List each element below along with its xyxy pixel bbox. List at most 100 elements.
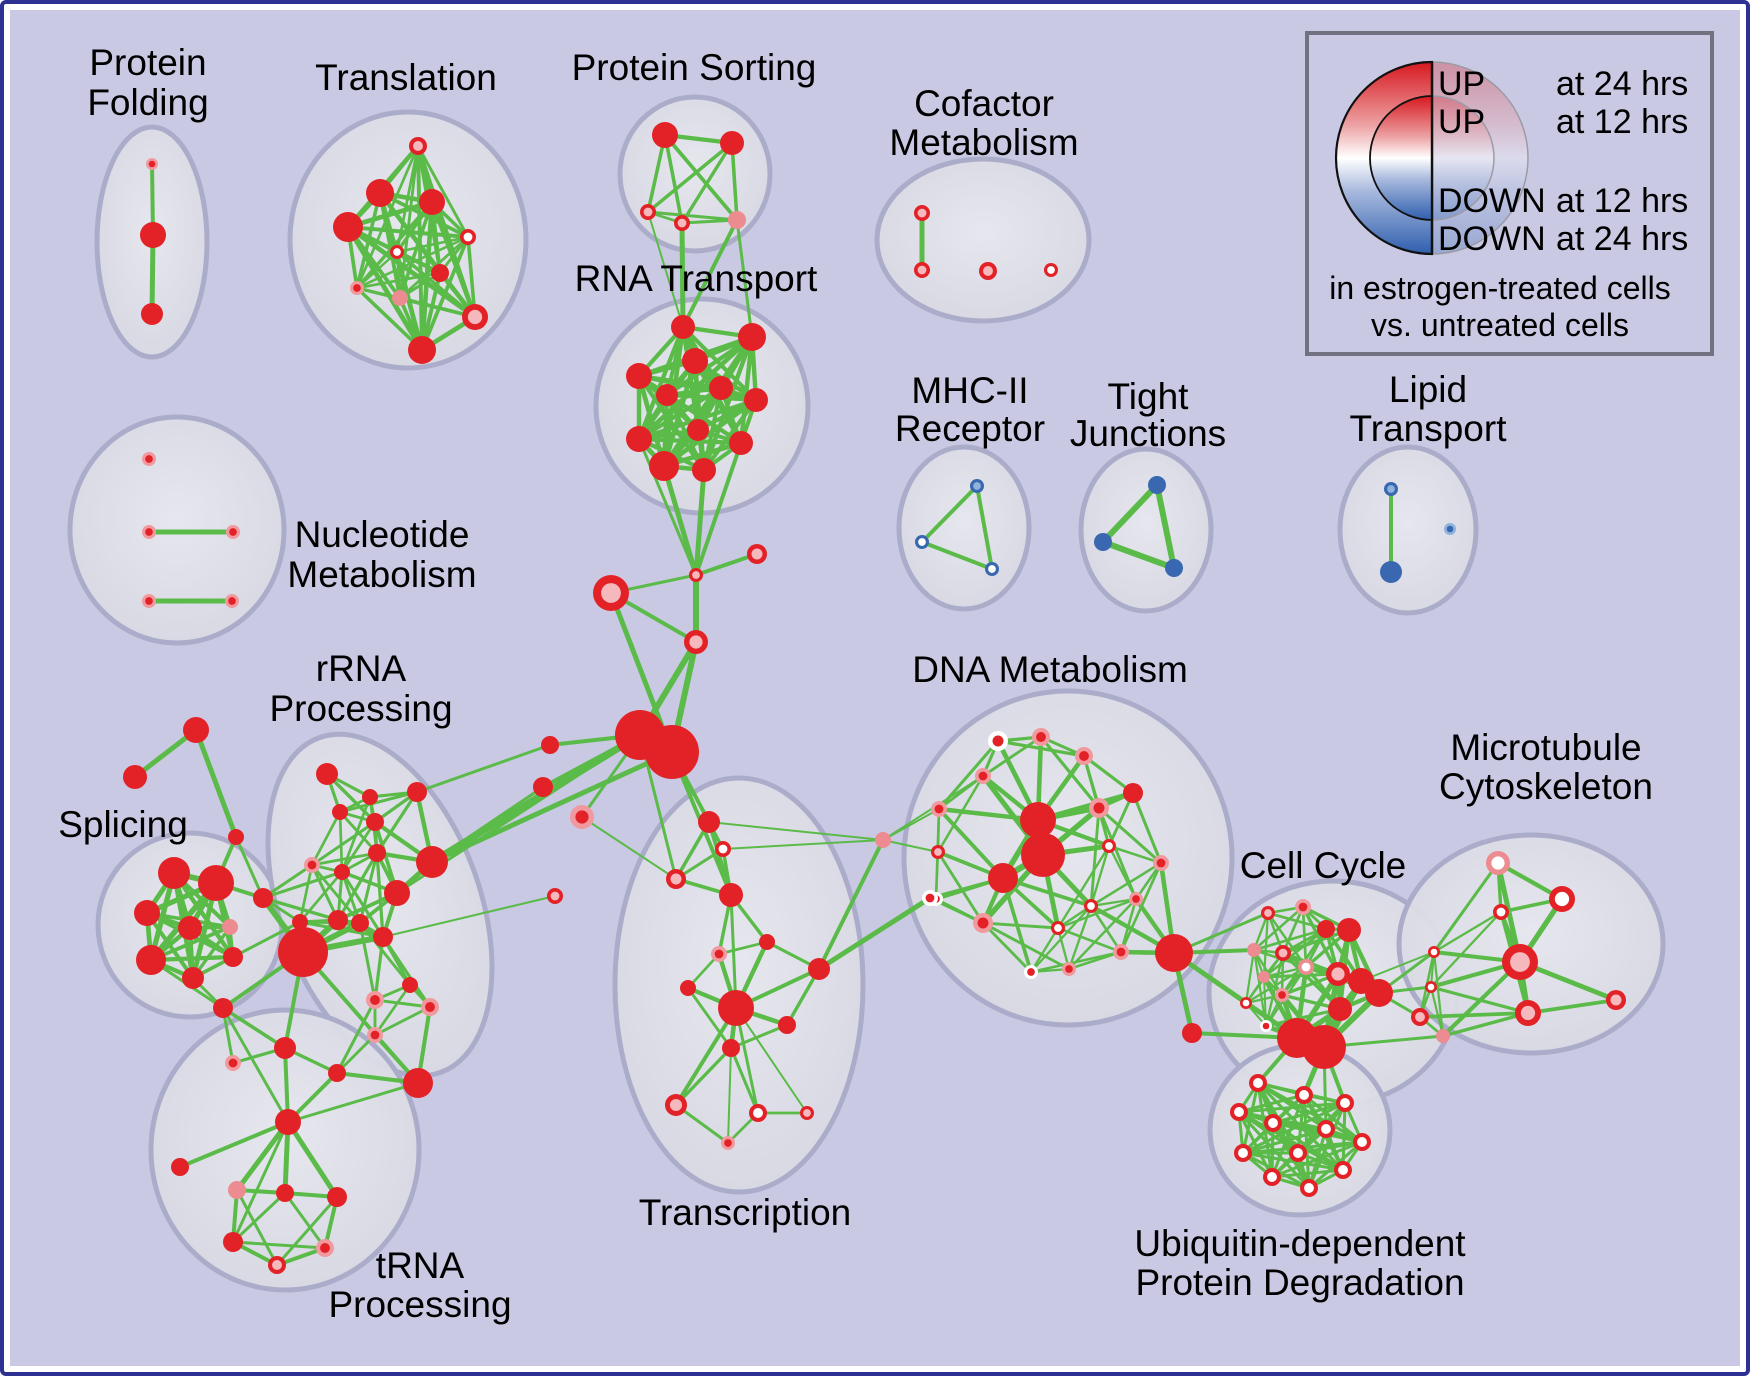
network-node-center bbox=[803, 1109, 811, 1117]
network-node bbox=[182, 967, 204, 989]
network-edge bbox=[340, 870, 385, 939]
network-node bbox=[778, 1016, 796, 1034]
legend-row-direction-0: UP bbox=[1438, 65, 1485, 103]
network-edge bbox=[727, 1047, 732, 1144]
network-edge bbox=[1237, 1110, 1345, 1172]
network-node bbox=[1182, 1023, 1202, 1043]
network-edge bbox=[1301, 905, 1308, 969]
network-edge bbox=[149, 232, 156, 317]
network-edge bbox=[1056, 844, 1111, 930]
network-node bbox=[392, 290, 408, 306]
network-node bbox=[626, 363, 652, 389]
network-edge bbox=[298, 863, 314, 924]
network-edge bbox=[681, 218, 739, 329]
network-node-center bbox=[1264, 909, 1272, 917]
network-node bbox=[626, 426, 652, 452]
network-edge bbox=[430, 785, 545, 864]
network-node-center bbox=[228, 1058, 238, 1068]
network-edge bbox=[231, 1120, 290, 1244]
network-edge bbox=[693, 467, 707, 578]
network-edge bbox=[1056, 926, 1071, 971]
network-node bbox=[332, 804, 348, 820]
network-edge bbox=[981, 921, 1060, 930]
network-node-center bbox=[1087, 902, 1095, 910]
network-edge bbox=[221, 1006, 290, 1124]
network-edge bbox=[1131, 791, 1163, 865]
network-node bbox=[1247, 943, 1261, 957]
network-node bbox=[680, 980, 696, 996]
legend-row-direction-3: DOWN bbox=[1438, 220, 1546, 258]
network-node-center bbox=[1446, 525, 1454, 533]
network-edge bbox=[1432, 950, 1445, 1038]
network-node-center bbox=[692, 571, 700, 579]
network-edge bbox=[722, 839, 884, 850]
network-node bbox=[316, 763, 338, 785]
cluster-label-cofactor: Metabolism bbox=[889, 122, 1078, 163]
legend-row-time-2: at 12 hrs bbox=[1556, 182, 1688, 220]
cluster-label-lipid: Transport bbox=[1350, 408, 1508, 449]
network-node-center bbox=[992, 735, 1004, 747]
network-node-center bbox=[1340, 1098, 1350, 1108]
network-node-center bbox=[689, 635, 703, 649]
network-node-center bbox=[370, 1030, 380, 1040]
network-node bbox=[123, 765, 147, 789]
network-edge bbox=[701, 397, 759, 473]
cluster-label-mhc: Receptor bbox=[895, 408, 1045, 449]
network-node bbox=[709, 376, 733, 400]
network-node-center bbox=[718, 844, 728, 854]
network-node-center bbox=[1304, 1183, 1314, 1193]
legend-row-time-0: at 24 hrs bbox=[1556, 65, 1688, 103]
network-edge bbox=[729, 1046, 760, 1115]
network-node-center bbox=[463, 232, 473, 242]
network-node bbox=[698, 811, 720, 833]
network-node-center bbox=[1027, 968, 1035, 976]
network-edge bbox=[231, 1191, 287, 1244]
network-node bbox=[134, 900, 160, 926]
network-edge bbox=[338, 790, 419, 814]
legend-footer-line-1: vs. untreated cells bbox=[1371, 307, 1629, 343]
network-edge bbox=[178, 1120, 290, 1169]
network-edge bbox=[221, 1006, 287, 1050]
cluster-label-rna_transport: RNA Transport bbox=[575, 258, 818, 299]
network-node-center bbox=[1253, 1078, 1263, 1088]
network-edge bbox=[345, 224, 425, 353]
network-node-center bbox=[1520, 1005, 1536, 1021]
network-node bbox=[1155, 934, 1193, 972]
network-edge bbox=[1029, 926, 1060, 974]
network-edge bbox=[1097, 806, 1163, 865]
network-node bbox=[178, 916, 202, 940]
network-edge bbox=[298, 870, 344, 924]
network-node bbox=[1020, 802, 1056, 838]
network-edge bbox=[1296, 1140, 1364, 1155]
network-node bbox=[158, 857, 190, 889]
network-node-center bbox=[751, 548, 763, 560]
network-edge bbox=[340, 820, 377, 874]
network-edge bbox=[665, 393, 758, 402]
network-node-center bbox=[977, 917, 989, 929]
network-edge bbox=[674, 1046, 733, 1107]
network-edge bbox=[1154, 482, 1177, 571]
network-edge bbox=[358, 921, 377, 1002]
network-edge bbox=[934, 850, 940, 901]
network-edge bbox=[375, 851, 385, 939]
network-node-center bbox=[1331, 967, 1345, 981]
network-edge bbox=[382, 895, 556, 938]
network-node-center bbox=[413, 141, 423, 151]
network-edge bbox=[335, 998, 377, 1075]
network-edge bbox=[680, 141, 734, 225]
network-node bbox=[649, 451, 679, 481]
network-node bbox=[671, 315, 695, 339]
cluster-label-trna: tRNA bbox=[376, 1245, 465, 1286]
network-node bbox=[327, 1187, 347, 1207]
network-node bbox=[334, 864, 350, 880]
network-edge bbox=[663, 133, 739, 222]
network-node bbox=[198, 865, 234, 901]
network-node bbox=[1337, 918, 1361, 942]
cluster-label-cell_cycle: Cell Cycle bbox=[1240, 845, 1407, 886]
network-node-center bbox=[229, 528, 237, 536]
network-edge bbox=[686, 986, 733, 1050]
network-node bbox=[1328, 997, 1352, 1021]
network-edge bbox=[646, 133, 667, 214]
network-node bbox=[223, 947, 243, 967]
network-edge bbox=[275, 1195, 339, 1267]
